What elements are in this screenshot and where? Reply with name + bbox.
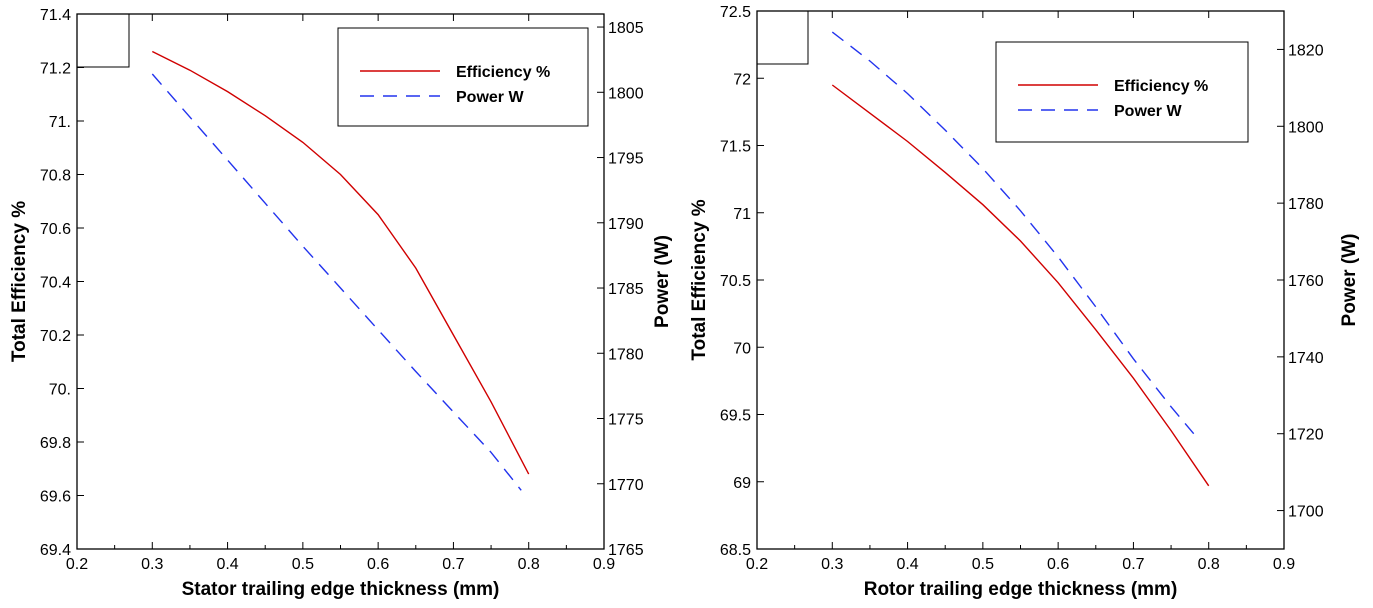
y-tick-label: 70.5 (720, 273, 751, 290)
x-tick-label: 0.2 (66, 556, 88, 573)
y-tick-label: 69 (733, 475, 751, 492)
y-tick-label: 71.2 (40, 61, 71, 78)
y-tick-label: 70 (733, 340, 751, 357)
y-tick-label: 70. (49, 382, 71, 399)
y2-tick-label: 1800 (608, 85, 644, 102)
y-tick-label: 72 (733, 71, 751, 88)
y-tick-label: 70.6 (40, 221, 71, 238)
x-tick-label: 0.4 (896, 556, 918, 573)
legend-label: Power W (456, 89, 524, 106)
y-tick-label: 70.8 (40, 168, 71, 185)
y2-tick-label: 1790 (608, 216, 644, 233)
legend-label: Efficiency % (456, 64, 550, 81)
y2-tick-label: 1800 (1288, 119, 1324, 136)
y2-tick-label: 1740 (1288, 350, 1324, 367)
y2-axis-label: Power (W) (1339, 234, 1360, 327)
x-tick-label: 0.5 (972, 556, 994, 573)
y-tick-label: 70.4 (40, 275, 71, 292)
y2-tick-label: 1700 (1288, 504, 1324, 521)
corner-box (76, 13, 130, 68)
y2-tick-label: 1780 (608, 346, 644, 363)
x-tick-label: 0.7 (1122, 556, 1144, 573)
x-axis-label: Stator trailing edge thickness (mm) (182, 579, 500, 600)
y2-tick-label: 1795 (608, 151, 644, 168)
x-tick-label: 0.9 (593, 556, 615, 573)
y2-tick-label: 1780 (1288, 196, 1324, 213)
y-tick-label: 70.2 (40, 328, 71, 345)
legend-label: Power W (1114, 103, 1182, 120)
y-tick-label: 69.5 (720, 408, 751, 425)
x-tick-label: 0.6 (1047, 556, 1069, 573)
y2-tick-label: 1770 (608, 477, 644, 494)
x-tick-label: 0.5 (292, 556, 314, 573)
x-tick-label: 0.9 (1273, 556, 1295, 573)
y2-tick-label: 1720 (1288, 427, 1324, 444)
corner-box (756, 10, 809, 65)
series-line-power (151, 73, 522, 491)
x-tick-label: 0.8 (518, 556, 540, 573)
x-tick-label: 0.4 (216, 556, 238, 573)
x-tick-label: 0.3 (821, 556, 843, 573)
chart-2: 0.2 0.3 0.4 0.5 0.6 0.7 0.8 0.9 68.5 69 69.5 70 70.5… (689, 4, 1360, 600)
y-tick-label: 71. (49, 114, 71, 131)
y2-tick-label: 1765 (608, 542, 644, 559)
y-tick-label: 71.5 (720, 139, 751, 156)
y-axis-label: Total Efficiency % (9, 201, 30, 362)
y-tick-label: 71 (733, 206, 751, 223)
y-tick-label: 72.5 (720, 4, 751, 21)
legend-box (995, 41, 1249, 143)
series-line-efficiency (831, 84, 1210, 487)
x-tick-label: 0.7 (442, 556, 464, 573)
y-axis-label: Total Efficiency % (689, 199, 710, 360)
y-tick-label: 69.4 (40, 542, 71, 559)
y2-tick-label: 1775 (608, 412, 644, 429)
y2-axis-label: Power (W) (652, 235, 673, 328)
legend-label: Efficiency % (1114, 78, 1208, 95)
chart-1: 0.2 0.3 0.4 0.5 0.6 0.7 0.8 0.9 69.4 69.6 69.8 70. 7… (9, 7, 673, 600)
x-tick-label: 0.3 (141, 556, 163, 573)
series-line-efficiency (151, 50, 530, 475)
series-line-power (831, 31, 1195, 435)
legend-box (337, 27, 589, 127)
y2-tick-label: 1760 (1288, 273, 1324, 290)
y-tick-label: 71.4 (40, 7, 71, 24)
x-tick-label: 0.8 (1198, 556, 1220, 573)
x-axis-label: Rotor trailing edge thickness (mm) (864, 579, 1178, 600)
y-tick-label: 68.5 (720, 542, 751, 559)
y2-tick-label: 1785 (608, 281, 644, 298)
y2-tick-label: 1805 (608, 20, 644, 37)
x-tick-label: 0.6 (367, 556, 389, 573)
y-tick-label: 69.8 (40, 435, 71, 452)
y-tick-label: 69.6 (40, 489, 71, 506)
x-tick-label: 0.2 (746, 556, 768, 573)
y2-tick-label: 1820 (1288, 42, 1324, 59)
